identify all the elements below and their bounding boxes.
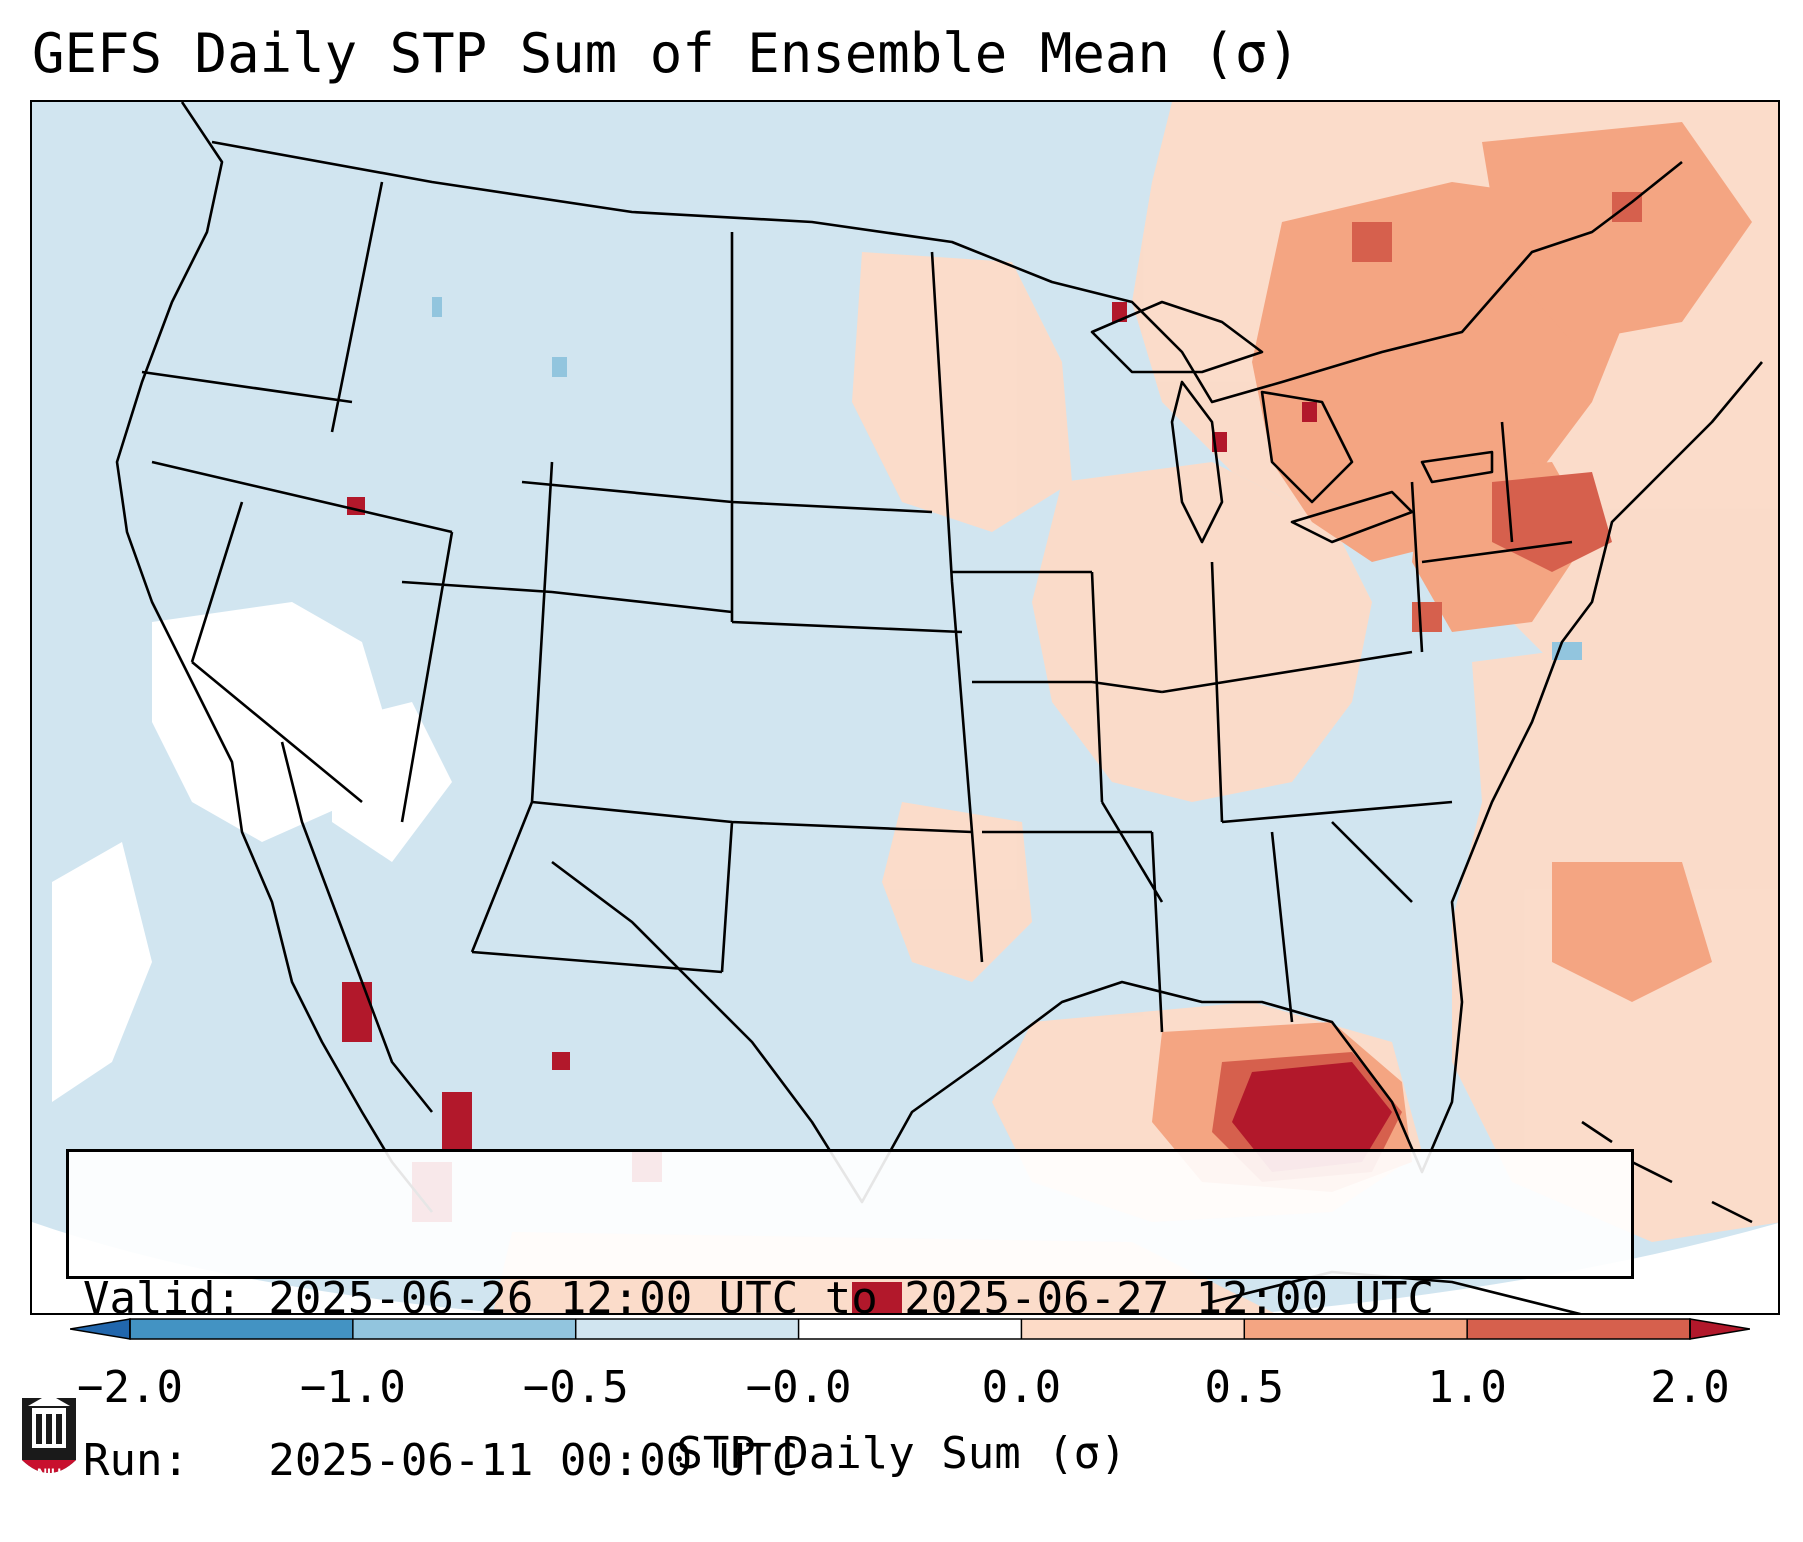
shade-nevada	[332, 702, 452, 862]
lake-erie	[1290, 490, 1414, 544]
colorbar-segment	[130, 1319, 354, 1339]
borders	[115, 102, 1763, 1313]
shade-cell	[1112, 302, 1127, 322]
shade-ontario	[1492, 472, 1612, 572]
colorbar-tick-label: −2.0	[77, 1362, 183, 1413]
map-title: GEFS Daily STP Sum of Ensemble Mean (σ)	[32, 22, 1300, 85]
shade-cell	[432, 297, 442, 317]
anomaly-extreme-positive	[342, 302, 1392, 1313]
lake-michigan	[1170, 380, 1224, 544]
valid-time-line: Valid: 2025-06-26 12:00 UTC to 2025-06-2…	[83, 1273, 1435, 1324]
lake-ontario	[1420, 450, 1494, 484]
colorbar-tick-label: 1.0	[1427, 1362, 1507, 1413]
colorbar-extend-over	[1689, 1318, 1750, 1340]
lake-superior	[1090, 300, 1264, 374]
bahamas	[1581, 1120, 1753, 1224]
logo-roof	[28, 1394, 70, 1406]
colorbar-tick-label: 2.0	[1650, 1362, 1730, 1413]
colorbar-tick-label: −1.0	[299, 1362, 406, 1413]
colorbar-segment	[1021, 1319, 1245, 1339]
colorbar-extend-under	[70, 1318, 131, 1340]
colorbar-label: STP Daily Sum (σ)	[676, 1428, 1127, 1479]
lake-huron	[1260, 390, 1354, 504]
logo-base	[22, 1460, 76, 1473]
shade-cell	[1352, 222, 1392, 262]
anomaly-neutral-white	[52, 602, 452, 1102]
shade-southern-plains	[882, 802, 1032, 982]
border-canada	[211, 140, 1683, 404]
shade-cell	[852, 1282, 902, 1313]
shade-ohio-valley	[1032, 462, 1372, 802]
baja-coast	[280, 741, 434, 1113]
shade-cell	[552, 357, 567, 377]
shade-atlantic-band	[1552, 862, 1712, 1002]
colorbar	[70, 1318, 1750, 1340]
coastline-west	[115, 102, 434, 1213]
niu-logo: NIU	[22, 1394, 76, 1481]
map-panel[interactable]	[30, 100, 1780, 1315]
shade-cell	[442, 1092, 472, 1152]
shade-plains	[852, 252, 1072, 532]
shade-cell	[1412, 602, 1442, 632]
shade-quebec	[1482, 122, 1752, 342]
colorbar-tick-label: 0.0	[981, 1362, 1062, 1413]
shade-ne-gulf-core	[1232, 1062, 1392, 1172]
state-lines	[141, 181, 1573, 1033]
colorbar-segments	[70, 1318, 1750, 1340]
colorbar-segment	[575, 1319, 800, 1339]
colorbar-segment	[1467, 1319, 1691, 1339]
colorbar-segment	[352, 1319, 577, 1339]
colorbar-tick-label: 0.5	[1204, 1362, 1285, 1413]
shade-cell	[1302, 402, 1317, 422]
colorbar-segment	[798, 1319, 1022, 1339]
valid-run-info-box: Valid: 2025-06-26 12:00 UTC to 2025-06-2…	[66, 1149, 1634, 1486]
shade-cell	[552, 1052, 570, 1070]
run-time-line: Run: 2025-06-11 00:00 UTC	[83, 1435, 799, 1486]
map-canvas	[32, 102, 1778, 1313]
coastline-gulf	[551, 361, 1763, 1204]
shade-cell	[342, 982, 372, 1042]
colorbar-tick-label: −0.5	[522, 1362, 629, 1413]
colorbar-segment	[1244, 1319, 1468, 1339]
colorbar-tick-label: −0.0	[745, 1362, 852, 1413]
logo-text: NIU	[37, 1465, 61, 1481]
shade-baja	[52, 842, 152, 1102]
